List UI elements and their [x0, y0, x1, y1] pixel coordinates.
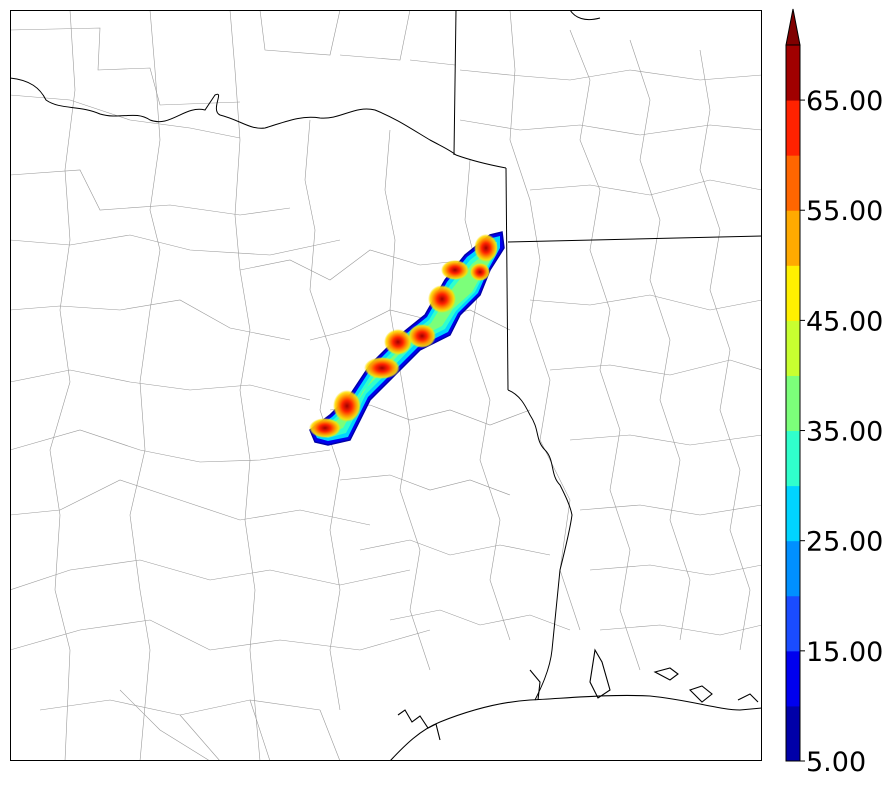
colorbar: 5.00 15.00 25.00 35.00 45.00 55.00 65.00	[785, 8, 883, 778]
colorbar-tick-label: 25.00	[806, 527, 883, 558]
colorbar-ticks	[800, 99, 805, 762]
colorbar-tick-label: 55.00	[806, 196, 883, 227]
colorbar-band	[786, 430, 800, 487]
colorbar-band	[786, 320, 800, 376]
colorbar-band	[786, 650, 800, 707]
colorbar-band	[786, 265, 800, 321]
colorbar-band	[786, 375, 800, 432]
map-panel	[10, 10, 762, 761]
county-boundaries	[10, 10, 762, 761]
colorbar-band	[786, 705, 800, 762]
state-boundaries	[10, 10, 762, 701]
intensity-swath	[309, 231, 505, 446]
colorbar-tick-label: 35.00	[806, 417, 883, 448]
colorbar-band	[786, 595, 800, 652]
colorbar-tick-label: 45.00	[806, 306, 883, 337]
colorbar-tick-label: 15.00	[806, 637, 883, 668]
colorbar-band	[786, 210, 800, 266]
colorbar-band	[786, 485, 800, 542]
colorbar-band	[786, 155, 800, 211]
colorbar-tick-labels: 5.00 15.00 25.00 35.00 45.00 55.00 65.00	[806, 86, 883, 778]
colorbar-extend-arrow	[785, 8, 801, 46]
colorbar-band	[786, 540, 800, 597]
coastline	[389, 648, 762, 761]
colorbar-band	[786, 100, 800, 156]
colorbar-tick-label: 65.00	[806, 86, 883, 117]
colorbar-band	[786, 45, 800, 101]
colorbar-bands	[786, 45, 800, 762]
colorbar-frame	[785, 44, 801, 762]
colorbar-tick-label: 5.00	[806, 747, 866, 778]
